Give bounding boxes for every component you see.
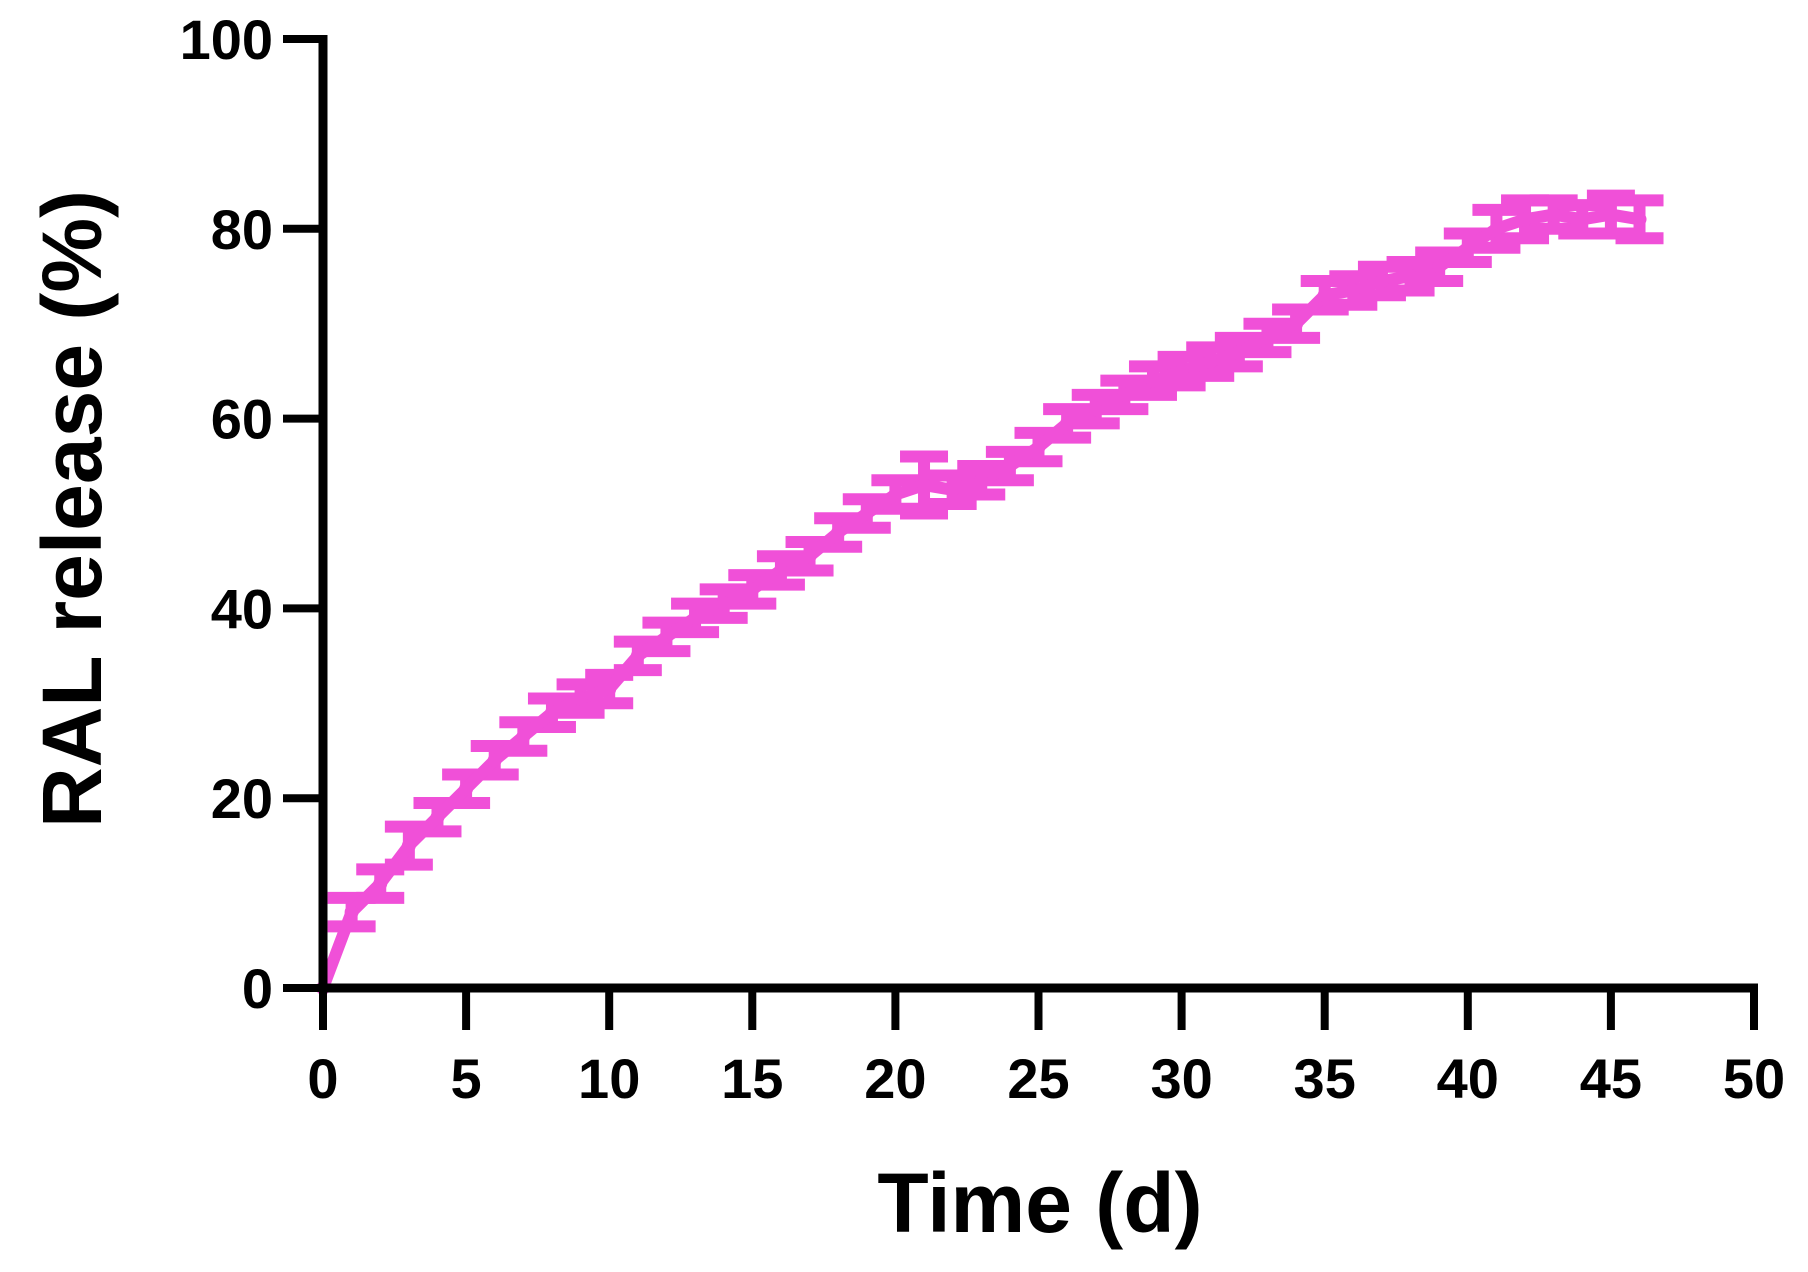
data-point [1145,373,1160,388]
x-tick-label: 25 [1007,1047,1069,1110]
data-point [487,753,502,768]
y-tick-label: 20 [211,767,273,830]
data-point [373,876,388,891]
x-tick-label: 45 [1580,1047,1642,1110]
x-tick-label: 20 [864,1047,926,1110]
data-point [1289,316,1304,331]
data-point [1432,259,1447,274]
y-tick-label: 80 [211,198,273,261]
data-point [1002,459,1017,474]
data-point [917,478,932,493]
data-point [688,610,703,625]
data-point [344,905,359,920]
data-point [1174,364,1189,379]
x-tick-label: 35 [1294,1047,1356,1110]
x-tick-label: 50 [1723,1047,1785,1110]
data-point [1489,221,1504,236]
x-tick-label: 40 [1437,1047,1499,1110]
data-point [1117,387,1132,402]
data-point [1060,416,1075,431]
data-point [1088,402,1103,417]
data-point [459,781,474,796]
data-point [659,629,674,644]
data-point [831,525,846,540]
data-point [1260,330,1275,345]
data-point [802,549,817,564]
x-axis-title: Time (d) [877,1156,1202,1250]
data-point [888,487,903,502]
x-tick-label: 0 [307,1047,338,1110]
data-point [974,473,989,488]
data-point [716,596,731,611]
data-point [1546,207,1561,222]
data-point [1231,345,1246,360]
data-point [773,563,788,578]
data-point [859,506,874,521]
data-point [1518,212,1533,227]
data-point [1317,288,1332,303]
data-point [430,810,445,825]
data-point [945,482,960,497]
data-point [516,729,531,744]
data-point [1603,207,1618,222]
data-point [745,582,760,597]
series-line [317,208,1641,991]
data-point [401,838,416,853]
data-point [1374,273,1389,288]
data-point [1203,354,1218,369]
x-tick-label: 5 [451,1047,482,1110]
y-tick-label: 0 [242,957,273,1020]
data-point [1460,240,1475,255]
data-point [1403,269,1418,284]
x-tick-label: 30 [1150,1047,1212,1110]
data-point [1632,212,1647,227]
axes: 0 20 40 60 80 100 0 5 10 15 20 25 30 35 40 45 50 [180,8,1786,1110]
data-point [573,691,588,706]
y-axis-title: RAL release (%) [25,190,119,828]
data-point [1346,283,1361,298]
data-point [602,682,617,697]
data-point [1031,440,1046,455]
data-point [544,705,559,720]
y-tick-label: 60 [211,388,273,451]
y-tick-label: 40 [211,577,273,640]
data-point [630,648,645,663]
x-tick-label: 10 [578,1047,640,1110]
x-tick-label: 15 [721,1047,783,1110]
plot-marks [316,189,1664,995]
y-tick-label: 100 [180,8,273,71]
data-point [1575,212,1590,227]
